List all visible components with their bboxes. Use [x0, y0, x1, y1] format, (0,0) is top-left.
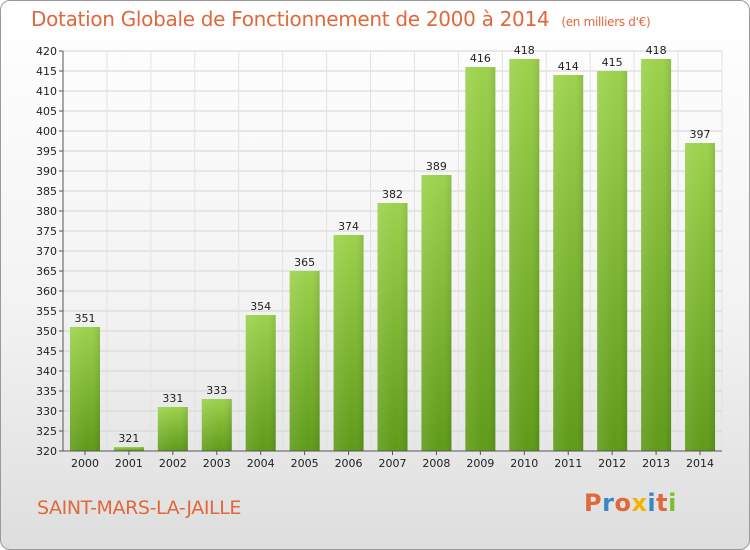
bar-shade-2013 [641, 59, 672, 451]
y-tick-label: 330 [36, 405, 57, 418]
bar-shade-2003 [201, 399, 232, 451]
y-tick-label: 325 [36, 425, 57, 438]
x-tick-label-2012: 2012 [598, 457, 626, 470]
value-label-2003: 333 [206, 384, 227, 397]
y-tick-label: 365 [36, 265, 57, 278]
commune-name: SAINT-MARS-LA-JAILLE [37, 497, 242, 519]
y-tick-label: 415 [36, 65, 57, 78]
bar-shade-2006 [333, 235, 364, 451]
y-tick-label: 420 [36, 45, 57, 58]
value-label-2000: 351 [74, 312, 95, 325]
bar-shade-2011 [553, 75, 584, 451]
value-label-2009: 416 [470, 52, 491, 65]
y-tick-label: 355 [36, 305, 57, 318]
y-tick-label: 380 [36, 205, 57, 218]
x-tick-label-2001: 2001 [115, 457, 143, 470]
x-tick-label-2000: 2000 [71, 457, 99, 470]
x-tick-label-2005: 2005 [291, 457, 319, 470]
y-tick-label: 360 [36, 285, 57, 298]
x-tick-label-2008: 2008 [422, 457, 450, 470]
chart-title: Dotation Globale de Fonctionnement de 20… [31, 7, 651, 31]
value-label-2014: 397 [690, 128, 711, 141]
bar-shade-2008 [421, 175, 452, 451]
bar-shade-2002 [157, 407, 188, 451]
bar-shade-2014 [685, 143, 716, 451]
x-tick-label-2004: 2004 [247, 457, 275, 470]
y-tick-label: 410 [36, 85, 57, 98]
y-tick-label: 320 [36, 445, 57, 458]
x-tick-label-2003: 2003 [203, 457, 231, 470]
bar-shade-2004 [245, 315, 276, 451]
value-label-2007: 382 [382, 188, 403, 201]
value-label-2010: 418 [514, 44, 535, 57]
value-label-2001: 321 [118, 432, 139, 445]
bar-shade-2007 [377, 203, 408, 451]
y-tick-label: 345 [36, 345, 57, 358]
x-tick-label-2006: 2006 [335, 457, 363, 470]
bar-shade-2001 [113, 447, 144, 451]
y-tick-label: 385 [36, 185, 57, 198]
proxiti-logo[interactable]: Proxiti [584, 489, 677, 517]
y-tick-label: 390 [36, 165, 57, 178]
x-tick-label-2013: 2013 [642, 457, 670, 470]
y-tick-label: 350 [36, 325, 57, 338]
value-label-2002: 331 [162, 392, 183, 405]
y-tick-label: 370 [36, 245, 57, 258]
x-tick-label-2011: 2011 [554, 457, 582, 470]
value-label-2011: 414 [558, 60, 579, 73]
x-tick-label-2014: 2014 [686, 457, 714, 470]
y-tick-label: 340 [36, 365, 57, 378]
y-tick-label: 400 [36, 125, 57, 138]
y-tick-label: 335 [36, 385, 57, 398]
value-label-2004: 354 [250, 300, 271, 313]
value-label-2008: 389 [426, 160, 447, 173]
value-label-2012: 415 [602, 56, 623, 69]
y-tick-label: 395 [36, 145, 57, 158]
value-label-2013: 418 [646, 44, 667, 57]
value-label-2006: 374 [338, 220, 359, 233]
bar-shade-2005 [289, 271, 320, 451]
chart-unit: (en milliers d'€) [561, 15, 651, 29]
chart-title-text: Dotation Globale de Fonctionnement de 20… [31, 7, 550, 31]
y-tick-label: 405 [36, 105, 57, 118]
x-tick-label-2009: 2009 [466, 457, 494, 470]
bar-shade-2000 [69, 327, 100, 451]
bar-shade-2009 [465, 67, 496, 451]
x-tick-label-2007: 2007 [379, 457, 407, 470]
bar-shade-2010 [509, 59, 540, 451]
x-tick-label-2010: 2010 [510, 457, 538, 470]
value-label-2005: 365 [294, 256, 315, 269]
y-tick-label: 375 [36, 225, 57, 238]
x-tick-label-2002: 2002 [159, 457, 187, 470]
bar-shade-2012 [597, 71, 628, 451]
